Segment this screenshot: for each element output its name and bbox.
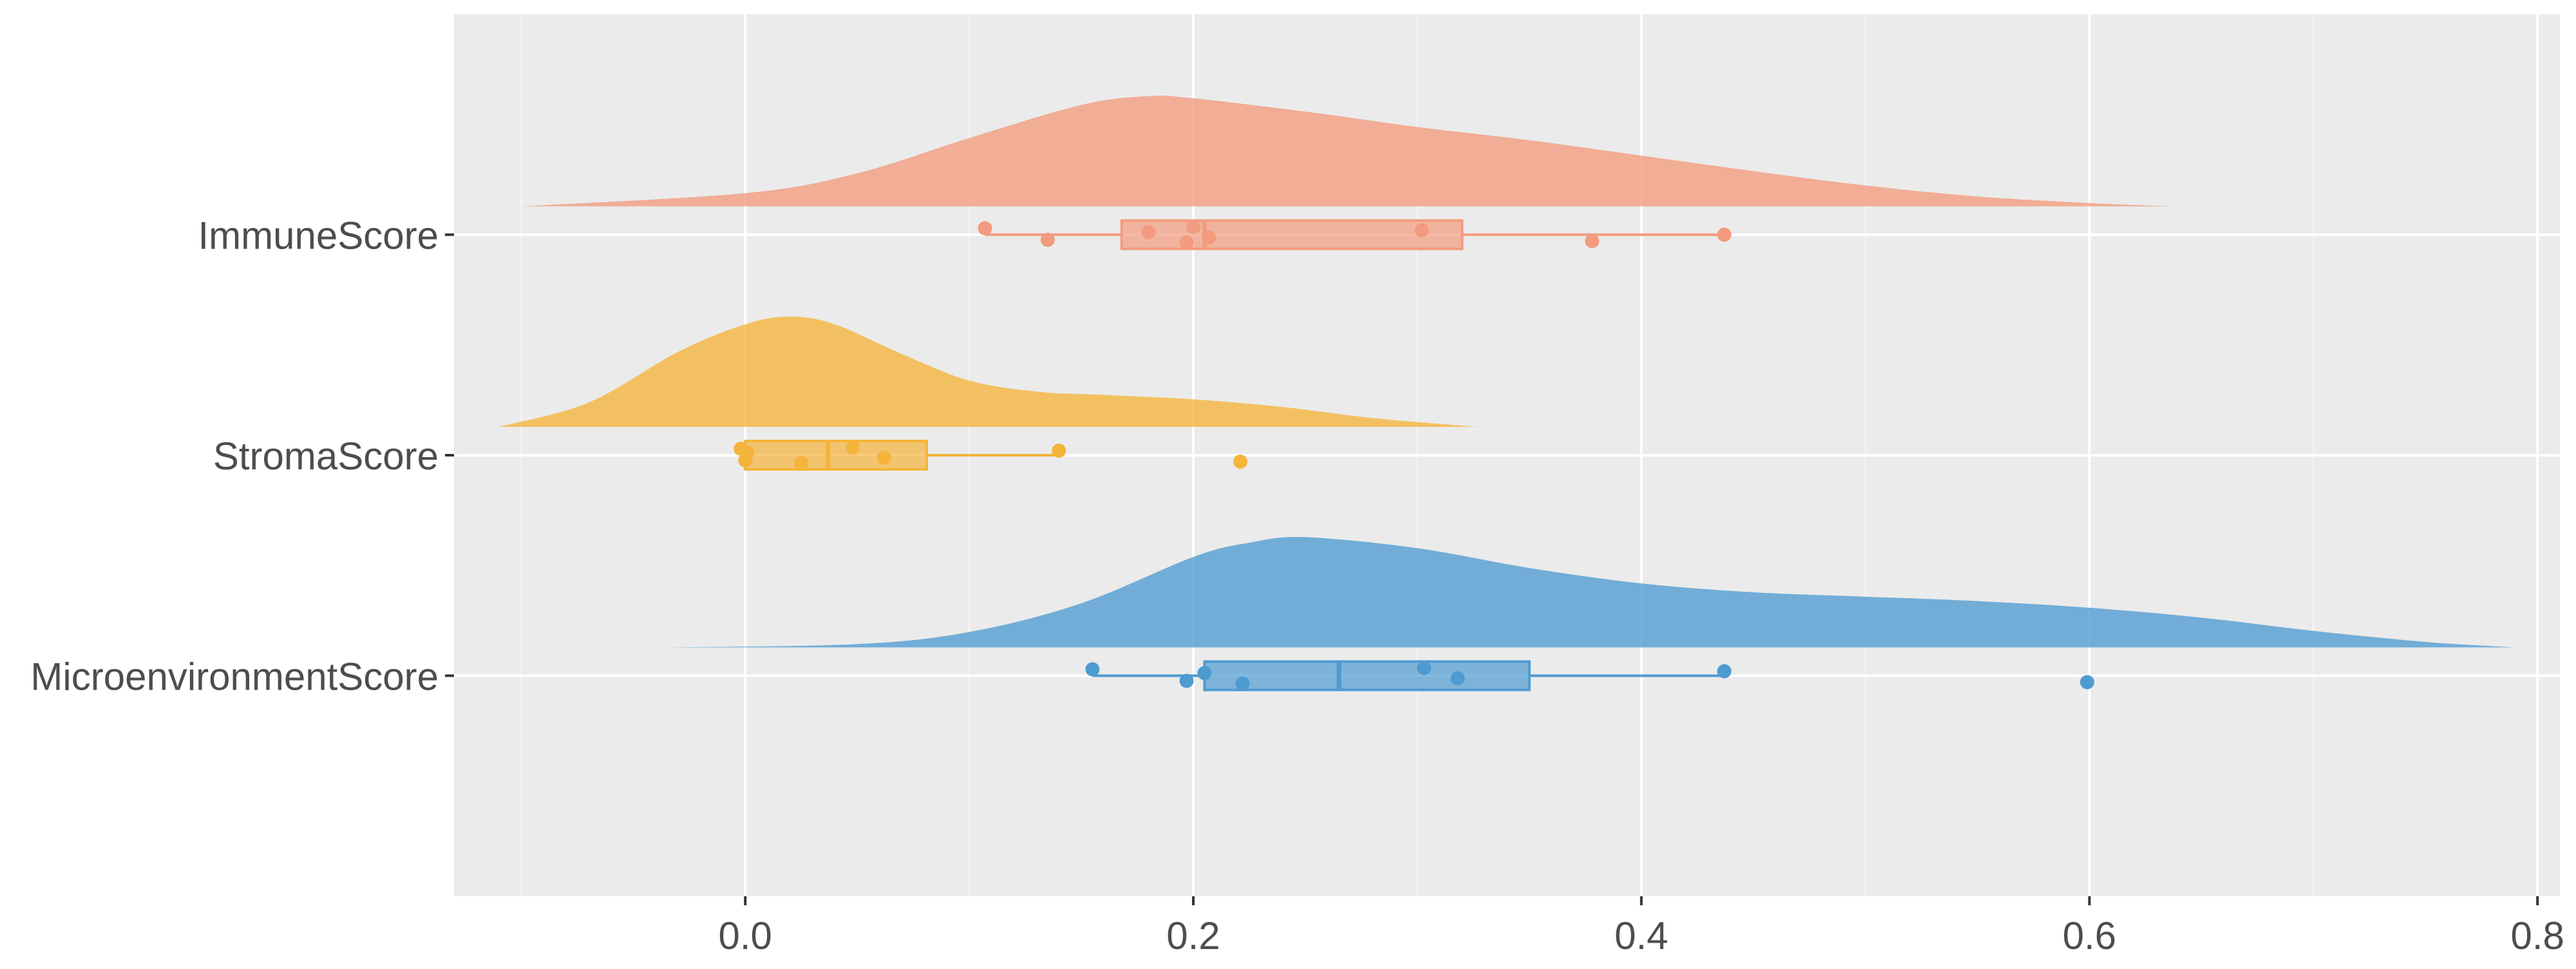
box-iqr bbox=[744, 440, 929, 471]
x-axis-tick-label: 0.0 bbox=[719, 914, 772, 957]
x-axis-tick-label: 0.8 bbox=[2511, 914, 2564, 957]
density-cloud bbox=[667, 536, 2515, 648]
series-group bbox=[498, 316, 1478, 471]
data-point bbox=[794, 456, 809, 470]
data-point bbox=[1202, 230, 1217, 245]
data-point bbox=[740, 446, 755, 460]
series-group bbox=[667, 536, 2515, 691]
data-point bbox=[876, 451, 891, 465]
data-point bbox=[1040, 232, 1055, 247]
box-iqr bbox=[1120, 219, 1464, 250]
data-point bbox=[1717, 664, 1732, 679]
density-cloud bbox=[498, 316, 1478, 427]
data-point bbox=[1186, 220, 1200, 234]
data-point bbox=[1085, 662, 1100, 677]
data-point bbox=[1233, 455, 1248, 469]
data-point bbox=[1179, 235, 1194, 250]
data-point bbox=[846, 440, 860, 455]
data-point bbox=[978, 221, 992, 236]
x-axis-tick-label: 0.2 bbox=[1166, 914, 1220, 957]
axes: MicroenvironmentScore StromaScore ImmuneSc… bbox=[30, 214, 2564, 958]
data-point bbox=[1052, 444, 1066, 458]
series-layer bbox=[498, 95, 2515, 691]
data-point bbox=[1197, 666, 1212, 681]
x-axis-tick-label: 0.4 bbox=[1615, 914, 1668, 957]
data-point bbox=[1235, 676, 1250, 691]
data-point bbox=[1717, 227, 1732, 242]
density-cloud bbox=[521, 95, 2175, 207]
data-point bbox=[1450, 671, 1465, 686]
data-point bbox=[1141, 225, 1156, 240]
box-iqr bbox=[1203, 660, 1531, 691]
data-point bbox=[1179, 673, 1194, 688]
data-point bbox=[1585, 234, 1600, 249]
y-axis-tick-label: ImmuneScore bbox=[198, 214, 439, 258]
x-axis-tick-label: 0.6 bbox=[2063, 914, 2116, 957]
y-axis-tick-label: MicroenvironmentScore bbox=[30, 655, 439, 699]
data-point bbox=[2079, 675, 2094, 690]
series-group bbox=[521, 95, 2175, 250]
data-point bbox=[1417, 661, 1432, 675]
y-axis-tick-label: StromaScore bbox=[213, 435, 439, 478]
data-point bbox=[1414, 223, 1429, 238]
